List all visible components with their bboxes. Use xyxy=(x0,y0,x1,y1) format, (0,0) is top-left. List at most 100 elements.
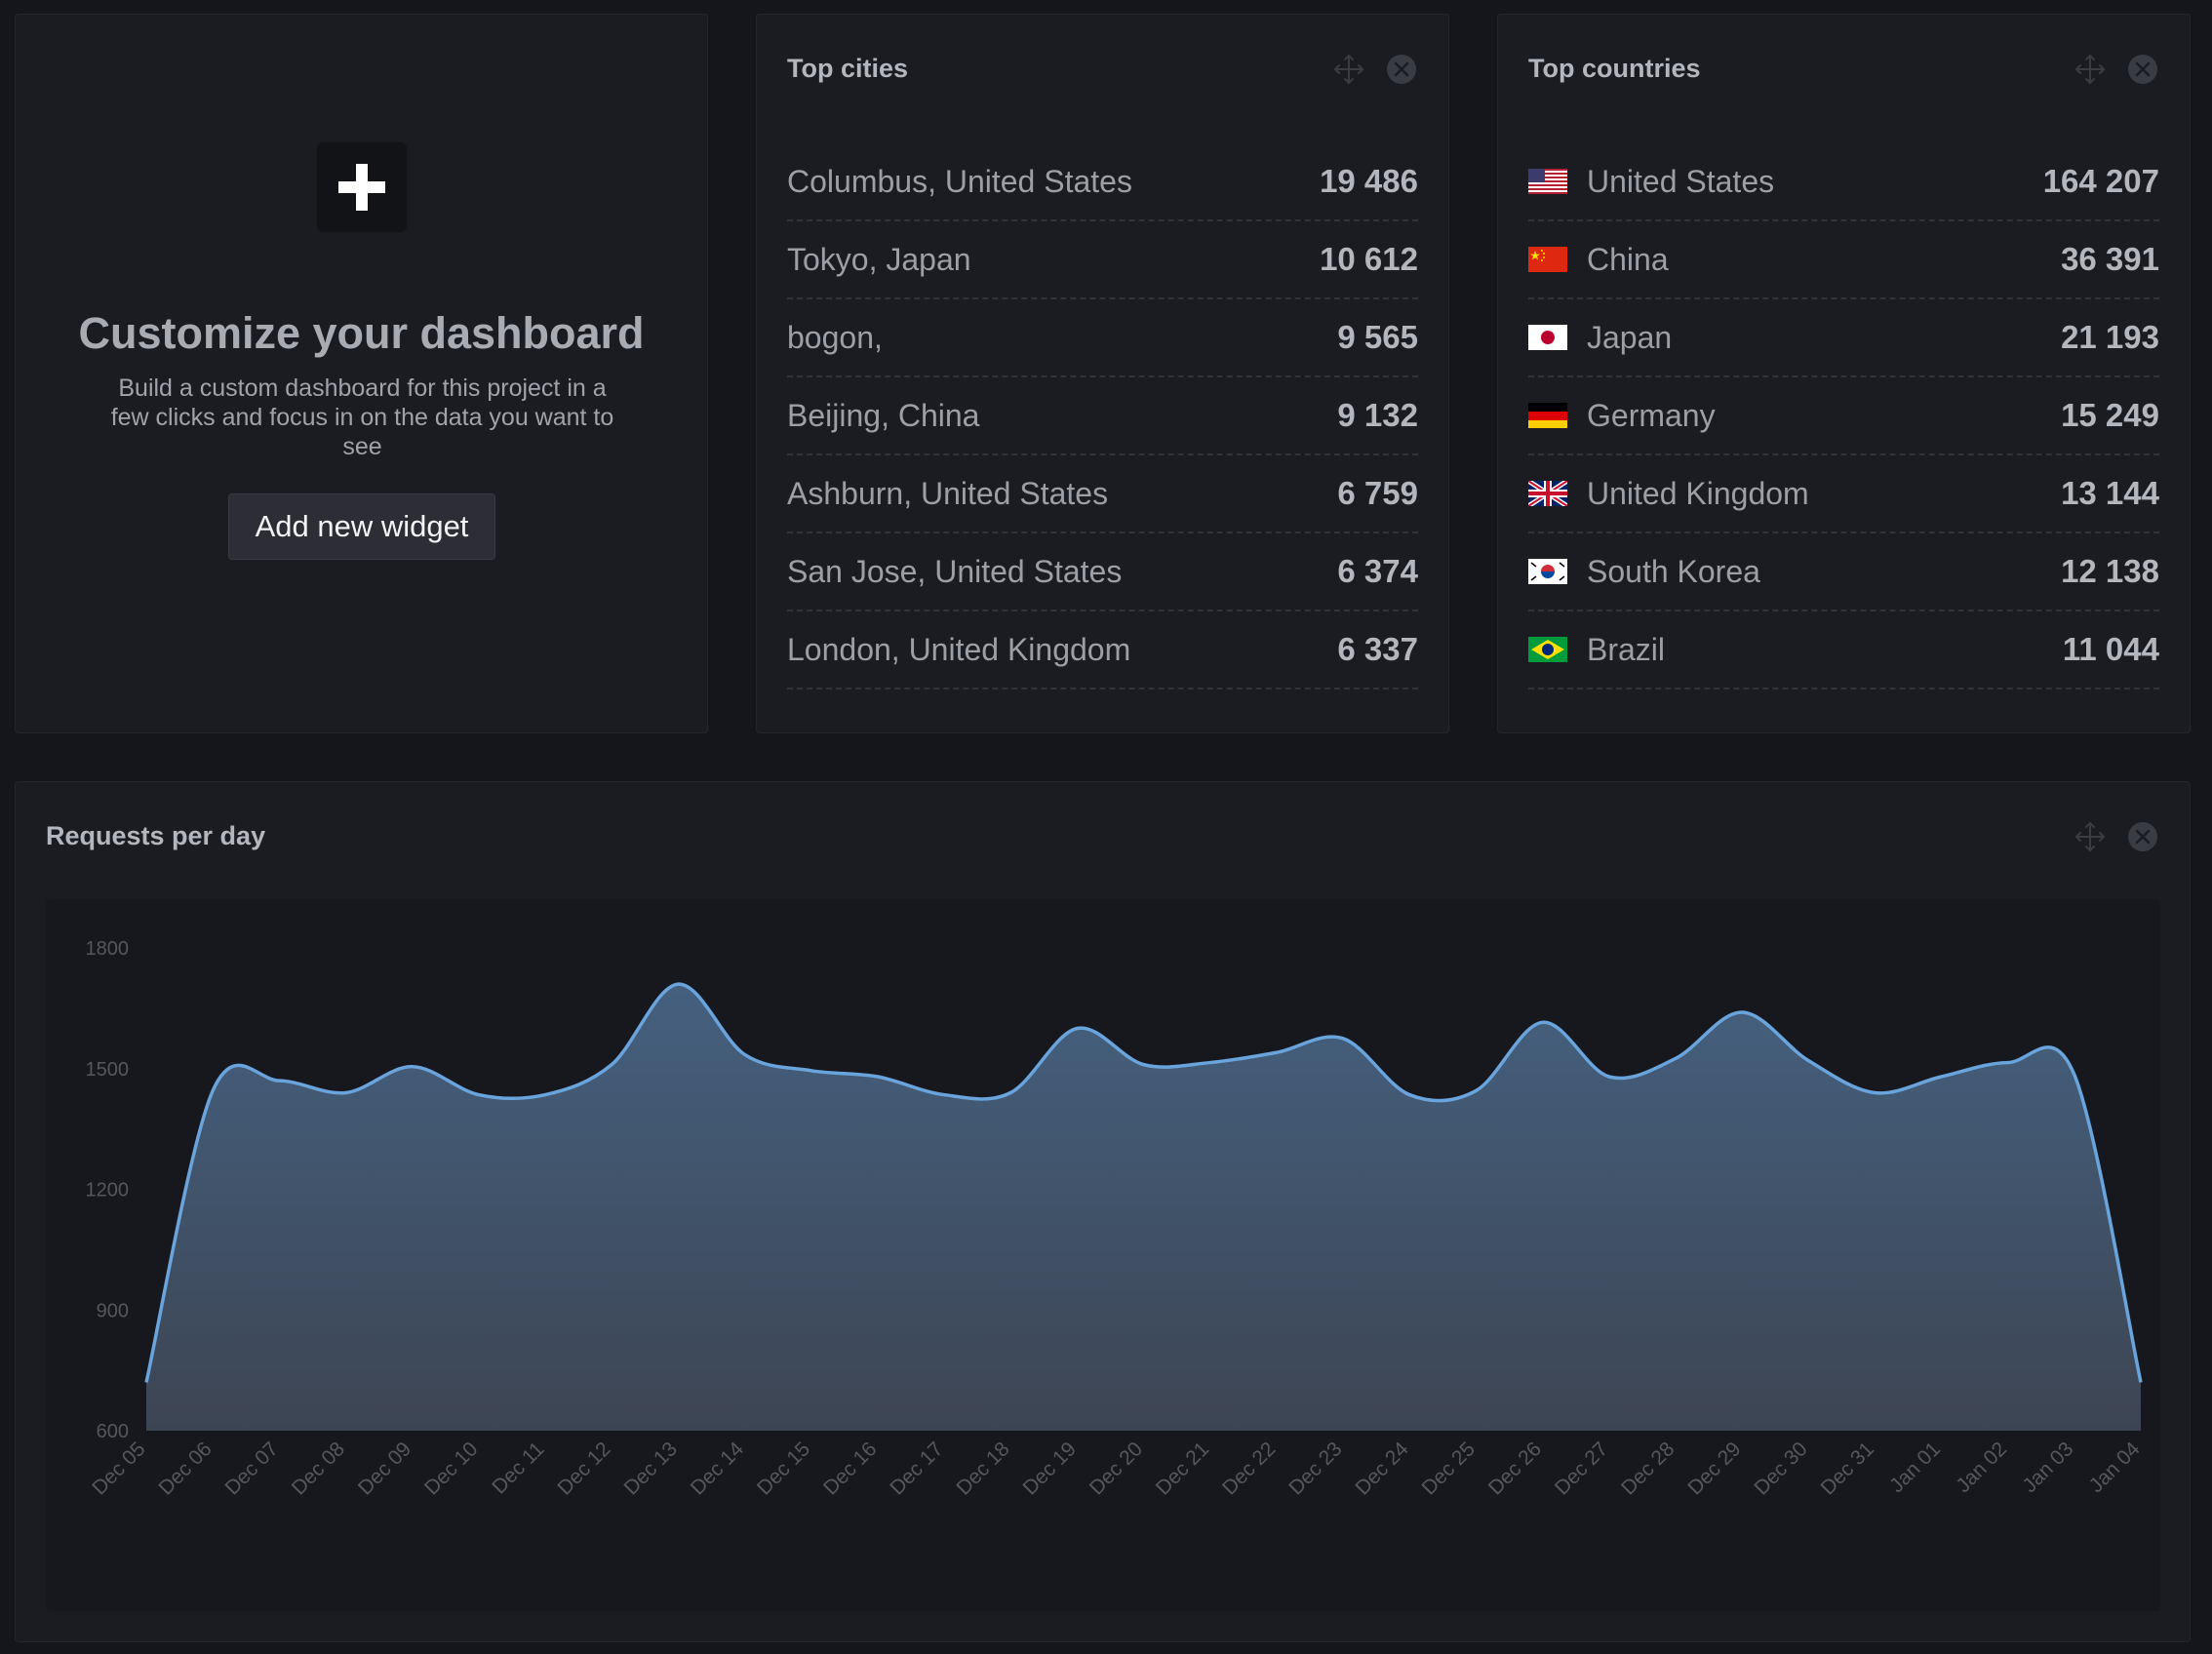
x-tick-label: Dec 10 xyxy=(420,1437,482,1499)
x-tick-label: Dec 30 xyxy=(1750,1437,1811,1499)
country-name: Japan xyxy=(1587,319,1673,355)
y-tick-label: 1500 xyxy=(86,1059,130,1081)
data-point[interactable] xyxy=(1666,1048,1685,1068)
x-tick-label: Jan 03 xyxy=(2019,1437,2078,1497)
data-point[interactable] xyxy=(602,1055,621,1075)
city-count: 9 132 xyxy=(1337,397,1418,433)
x-tick-label: Dec 17 xyxy=(886,1437,947,1499)
country-name: United States xyxy=(1587,163,1775,199)
data-point[interactable] xyxy=(1798,1051,1818,1071)
data-point[interactable] xyxy=(1732,1003,1752,1022)
jp-flag-icon xyxy=(1528,325,1567,350)
list-item: Japan 21 193 xyxy=(1528,299,2159,377)
top-cities-widget: Top cities Columbus, United States 19 486… xyxy=(756,14,1449,733)
country-count: 15 249 xyxy=(2061,397,2159,433)
data-point[interactable] xyxy=(1201,1053,1220,1073)
city-name: London, United Kingdom xyxy=(787,631,1131,667)
data-point[interactable] xyxy=(1067,1019,1086,1039)
city-count: 10 612 xyxy=(1320,241,1418,277)
move-icon[interactable] xyxy=(2074,53,2107,86)
data-point[interactable] xyxy=(2065,1065,2084,1084)
city-name: Columbus, United States xyxy=(787,163,1132,199)
x-tick-label: Dec 19 xyxy=(1019,1437,1081,1499)
data-point[interactable] xyxy=(1998,1053,2018,1073)
city-count: 6 337 xyxy=(1337,631,1418,667)
city-name: Tokyo, Japan xyxy=(787,241,971,277)
city-count: 9 565 xyxy=(1337,319,1418,355)
data-point[interactable] xyxy=(137,1373,156,1393)
close-icon[interactable] xyxy=(2126,820,2159,853)
cn-flag-icon xyxy=(1528,247,1567,272)
country-count: 164 207 xyxy=(2042,163,2159,199)
country-count: 12 138 xyxy=(2061,553,2159,589)
add-new-widget-button[interactable]: Add new widget xyxy=(228,493,495,560)
requests-chart: 600 900 1200 1500 1800 Dec 05 Dec 06 Dec 07 Dec… xyxy=(46,899,2160,1611)
list-item: Brazil 11 044 xyxy=(1528,611,2159,689)
add-widget-tile[interactable] xyxy=(317,142,407,232)
widget-title: Top cities xyxy=(787,54,909,83)
data-point[interactable] xyxy=(1001,1083,1020,1103)
requests-area xyxy=(146,984,2141,1431)
y-tick-label: 600 xyxy=(97,1421,129,1442)
close-icon[interactable] xyxy=(2126,53,2159,86)
data-point[interactable] xyxy=(802,1061,821,1081)
data-point[interactable] xyxy=(2131,1373,2151,1393)
kr-flag-icon xyxy=(1528,559,1567,584)
data-point[interactable] xyxy=(203,1081,222,1100)
list-item: London, United Kingdom 6 337 xyxy=(787,611,1418,689)
x-tick-label: Jan 04 xyxy=(2085,1437,2145,1497)
x-tick-label: Dec 20 xyxy=(1086,1437,1147,1499)
data-point[interactable] xyxy=(1400,1085,1419,1105)
x-tick-label: Jan 01 xyxy=(1885,1437,1945,1497)
country-name: Brazil xyxy=(1587,631,1666,667)
city-name: Ashburn, United States xyxy=(787,475,1109,511)
data-point[interactable] xyxy=(1932,1067,1952,1086)
data-point[interactable] xyxy=(668,974,688,994)
data-point[interactable] xyxy=(1333,1029,1353,1048)
data-point[interactable] xyxy=(469,1085,489,1105)
data-point[interactable] xyxy=(1533,1012,1553,1032)
data-point[interactable] xyxy=(1865,1083,1884,1103)
y-tick-label: 1800 xyxy=(86,938,130,960)
country-name: Germany xyxy=(1587,397,1716,433)
city-count: 6 374 xyxy=(1337,553,1418,589)
br-flag-icon xyxy=(1528,637,1567,662)
customize-description: Build a custom dashboard for this projec… xyxy=(110,374,614,460)
list-item: Tokyo, Japan 10 612 xyxy=(787,221,1418,299)
x-tick-label: Dec 12 xyxy=(553,1437,614,1499)
data-point[interactable] xyxy=(1267,1043,1286,1062)
data-point[interactable] xyxy=(403,1057,422,1077)
data-point[interactable] xyxy=(868,1067,888,1086)
country-name: China xyxy=(1587,241,1669,277)
country-count: 21 193 xyxy=(2061,319,2159,355)
us-flag-icon xyxy=(1528,169,1567,194)
data-point[interactable] xyxy=(336,1083,356,1103)
customize-title: Customize your dashboard xyxy=(78,308,645,358)
gb-flag-icon xyxy=(1528,481,1567,506)
list-item: San Jose, United States 6 374 xyxy=(787,533,1418,611)
plus-icon xyxy=(338,164,385,211)
data-point[interactable] xyxy=(934,1085,954,1105)
x-tick-label: Dec 13 xyxy=(620,1437,682,1499)
widget-title: Top countries xyxy=(1528,54,1701,83)
move-icon[interactable] xyxy=(2074,820,2107,853)
data-point[interactable] xyxy=(1600,1067,1619,1086)
data-point[interactable] xyxy=(1134,1055,1154,1075)
list-item: Beijing, China 9 132 xyxy=(787,377,1418,455)
data-point[interactable] xyxy=(535,1085,555,1105)
data-point[interactable] xyxy=(735,1044,755,1064)
y-tick-label: 1200 xyxy=(86,1180,130,1201)
country-count: 13 144 xyxy=(2061,475,2159,511)
move-icon[interactable] xyxy=(1332,53,1365,86)
close-icon[interactable] xyxy=(1385,53,1418,86)
y-tick-label: 900 xyxy=(97,1300,129,1321)
data-point[interactable] xyxy=(269,1071,289,1090)
x-tick-label: Dec 09 xyxy=(354,1437,415,1499)
data-point[interactable] xyxy=(1466,1081,1485,1100)
requests-line xyxy=(144,982,2143,1383)
x-tick-label: Dec 06 xyxy=(154,1437,216,1499)
x-tick-label: Dec 11 xyxy=(488,1437,548,1498)
x-tick-label: Dec 14 xyxy=(687,1437,749,1500)
country-name: South Korea xyxy=(1587,553,1760,589)
